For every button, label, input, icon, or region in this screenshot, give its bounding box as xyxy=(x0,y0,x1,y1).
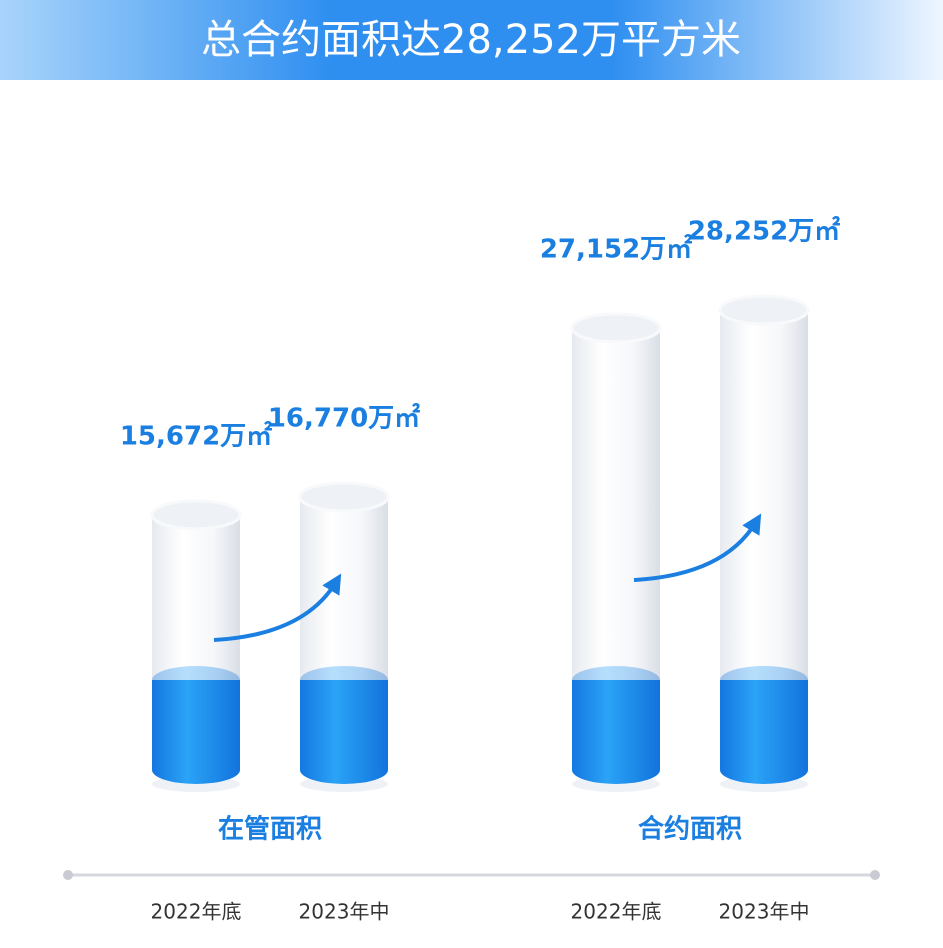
bar-bottom xyxy=(152,756,240,784)
x-tick-label: 2022年底 xyxy=(151,900,242,924)
chart-title: 总合约面积达28,252万平方米 xyxy=(201,17,741,63)
value-label: 28,252万㎡ xyxy=(688,216,840,247)
group-label: 在管面积 xyxy=(218,815,322,845)
bar-band-edge xyxy=(720,666,808,694)
value-label: 27,152万㎡ xyxy=(540,233,692,264)
bar-bottom xyxy=(720,756,808,784)
bar-band-edge xyxy=(152,666,240,694)
axis-dot xyxy=(63,870,73,880)
value-label: 15,672万㎡ xyxy=(120,420,272,451)
bar-top xyxy=(570,312,662,344)
bar-bottom xyxy=(300,756,388,784)
trend-arrow xyxy=(633,513,762,582)
bar-base xyxy=(720,680,808,770)
bar-base xyxy=(572,680,660,770)
bar-band-edge xyxy=(300,666,388,694)
bar-band-edge xyxy=(572,666,660,694)
bar-bottom xyxy=(572,756,660,784)
x-tick-label: 2023年中 xyxy=(299,900,390,924)
group-label: 合约面积 xyxy=(638,814,742,845)
x-tick-label: 2023年中 xyxy=(719,900,810,924)
axis-dot xyxy=(870,870,880,880)
bar-top xyxy=(150,499,242,531)
bar-base xyxy=(300,680,388,770)
bar-top xyxy=(298,481,390,513)
value-label: 16,770万㎡ xyxy=(268,402,420,433)
bar-base xyxy=(152,680,240,770)
trend-arrow xyxy=(213,573,342,642)
bar-top xyxy=(718,294,810,326)
title-banner xyxy=(0,0,943,80)
x-tick-label: 2022年底 xyxy=(571,900,662,924)
